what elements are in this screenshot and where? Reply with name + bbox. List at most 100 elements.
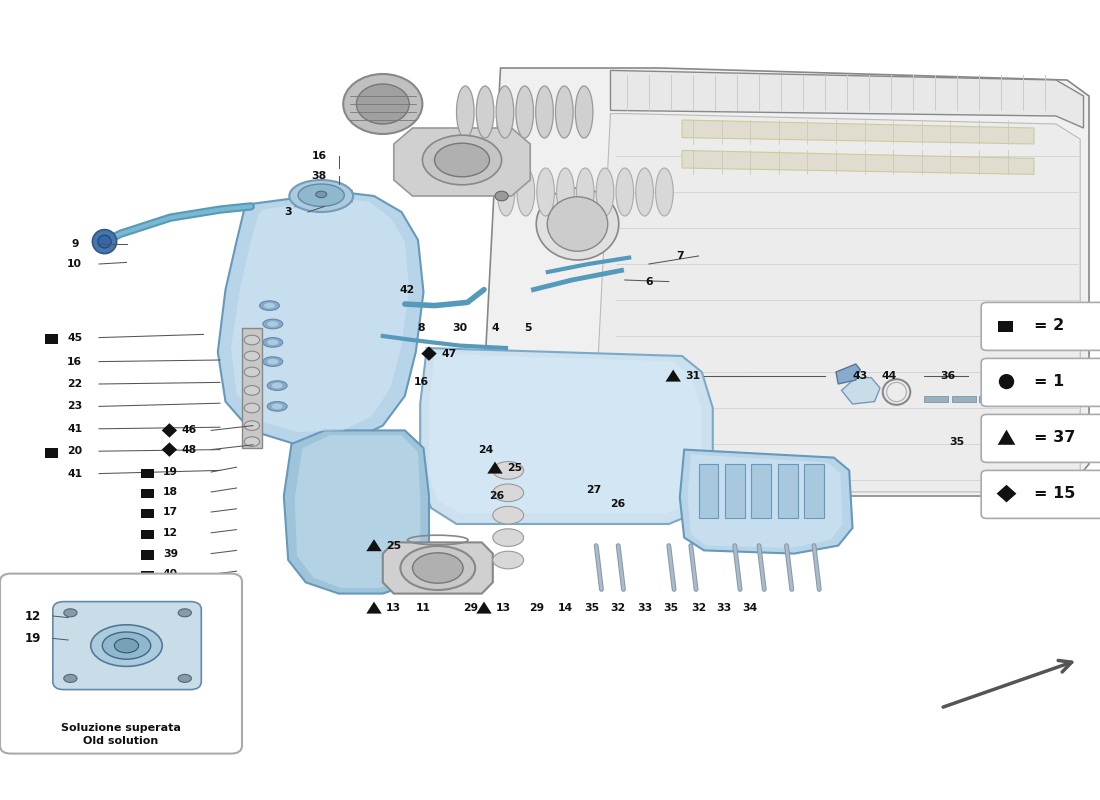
Ellipse shape [272,382,283,388]
Text: 36: 36 [940,371,956,381]
Ellipse shape [422,135,502,185]
Text: 16: 16 [311,151,327,161]
Ellipse shape [636,168,653,216]
Polygon shape [284,430,429,594]
Polygon shape [366,539,382,551]
Ellipse shape [244,437,260,446]
Text: 9: 9 [72,239,78,249]
Ellipse shape [434,143,490,177]
Text: 32: 32 [691,603,706,613]
Bar [141,509,154,518]
Ellipse shape [178,674,191,682]
FancyBboxPatch shape [981,470,1100,518]
Text: 48: 48 [182,445,197,454]
Text: 39: 39 [163,549,178,558]
Ellipse shape [263,357,283,366]
Ellipse shape [576,168,594,216]
Ellipse shape [476,86,494,138]
Ellipse shape [456,86,474,138]
Polygon shape [682,150,1034,174]
Text: 34: 34 [742,603,758,613]
Text: 35: 35 [584,603,600,613]
Text: Old solution: Old solution [84,736,158,746]
Text: 35: 35 [949,437,965,446]
Ellipse shape [98,235,111,248]
Ellipse shape [263,338,283,347]
Ellipse shape [289,180,353,212]
Polygon shape [594,114,1080,492]
Text: 20: 20 [67,446,82,456]
Ellipse shape [496,86,514,138]
Text: 16: 16 [67,357,82,366]
Text: 26: 26 [610,499,626,509]
Polygon shape [295,435,420,588]
Text: 29: 29 [463,603,478,613]
Ellipse shape [90,625,163,666]
Polygon shape [394,128,530,196]
Ellipse shape [178,609,191,617]
Text: 19: 19 [163,467,178,477]
Polygon shape [680,450,852,554]
Polygon shape [218,192,424,444]
Bar [141,550,154,560]
Polygon shape [487,462,503,474]
Polygon shape [924,396,948,402]
Polygon shape [610,70,1084,128]
Text: = 1: = 1 [1034,374,1065,389]
Ellipse shape [493,529,524,546]
Polygon shape [979,396,1003,402]
Polygon shape [420,348,713,524]
Bar [141,614,154,624]
Ellipse shape [92,230,117,254]
Polygon shape [1006,396,1031,402]
Ellipse shape [557,168,574,216]
Text: = 15: = 15 [1034,486,1076,501]
Text: 21: 21 [163,613,178,622]
Text: 25: 25 [507,463,522,473]
Polygon shape [842,378,880,404]
Polygon shape [162,442,177,457]
Text: = 37: = 37 [1034,430,1076,445]
Ellipse shape [316,191,327,198]
Text: 10: 10 [67,259,82,269]
Text: 26: 26 [490,491,505,501]
Ellipse shape [298,184,344,206]
Ellipse shape [267,402,287,411]
Ellipse shape [537,188,618,260]
Text: 8: 8 [418,323,425,333]
Text: 24: 24 [478,445,494,454]
Ellipse shape [272,403,283,409]
Polygon shape [295,186,352,206]
Ellipse shape [267,339,278,346]
Ellipse shape [575,86,593,138]
Ellipse shape [102,632,151,659]
Ellipse shape [537,168,554,216]
Polygon shape [778,464,798,518]
Text: 31: 31 [685,371,701,381]
Polygon shape [476,602,492,614]
Text: 14: 14 [558,603,573,613]
Text: 12: 12 [24,610,41,622]
Polygon shape [751,464,771,518]
Ellipse shape [412,553,463,583]
Text: 13: 13 [386,603,402,613]
Ellipse shape [64,609,77,617]
Text: 32: 32 [610,603,626,613]
Polygon shape [429,354,702,514]
Polygon shape [698,464,718,518]
Text: = 2: = 2 [1034,318,1065,333]
Text: 43: 43 [852,371,868,381]
Ellipse shape [493,506,524,524]
Text: 41: 41 [67,469,82,478]
Text: 16: 16 [414,378,429,387]
Text: 40: 40 [163,570,178,579]
Ellipse shape [493,484,524,502]
Polygon shape [366,602,382,614]
Text: 30: 30 [452,323,468,333]
Polygon shape [1034,396,1058,402]
Ellipse shape [267,321,278,326]
Text: 29: 29 [529,603,544,613]
Polygon shape [1062,396,1086,402]
Ellipse shape [244,367,260,377]
Polygon shape [725,464,745,518]
